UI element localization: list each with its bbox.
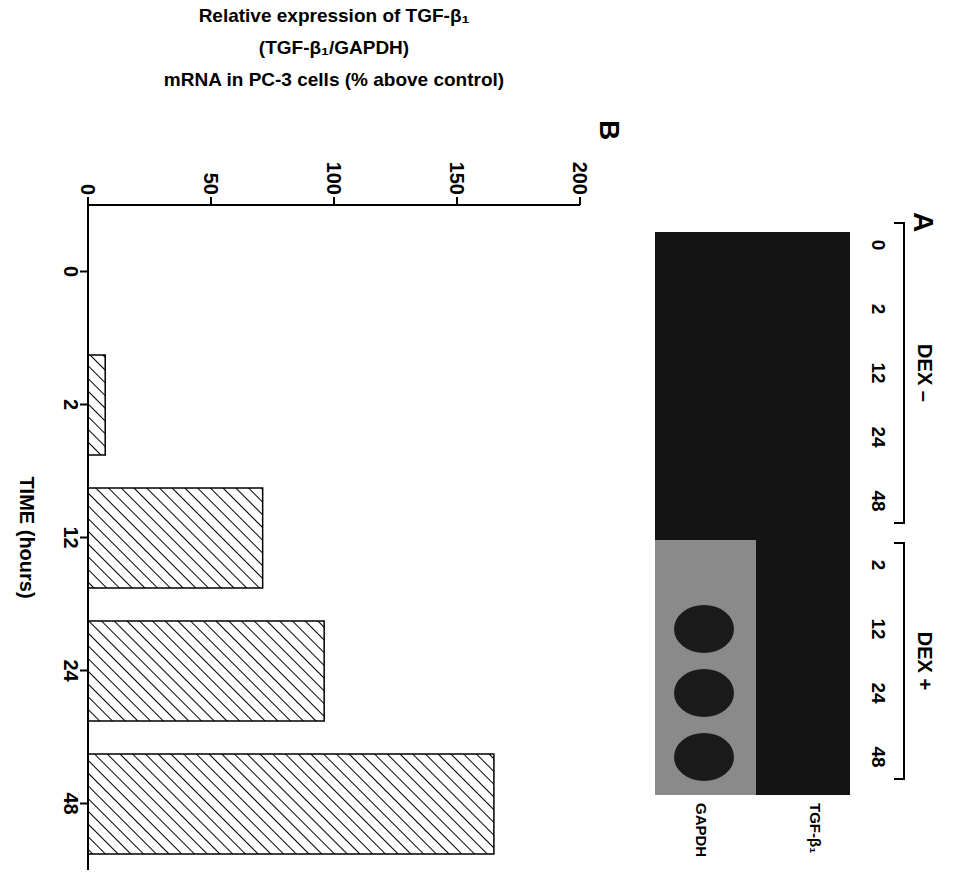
svg-text:2: 2 <box>868 304 889 315</box>
svg-text:0: 0 <box>60 266 82 277</box>
svg-text:100: 100 <box>323 162 345 195</box>
svg-text:12: 12 <box>868 618 889 639</box>
svg-text:2: 2 <box>60 399 82 410</box>
svg-text:48: 48 <box>868 746 889 767</box>
svg-text:DEX +: DEX + <box>914 632 936 690</box>
svg-text:200: 200 <box>569 162 591 195</box>
svg-text:Relative expression of TGF-β₁: Relative expression of TGF-β₁ <box>199 5 470 26</box>
svg-text:50: 50 <box>200 173 222 195</box>
svg-text:2: 2 <box>868 560 889 571</box>
svg-text:B: B <box>594 120 625 140</box>
svg-text:TGF-β₁: TGF-β₁ <box>807 803 824 853</box>
svg-text:TIME (hours): TIME (hours) <box>16 476 38 598</box>
svg-text:12: 12 <box>868 362 889 383</box>
svg-text:(TGF-β₁/GAPDH): (TGF-β₁/GAPDH) <box>259 37 409 58</box>
svg-text:DEX –: DEX – <box>914 344 936 402</box>
svg-text:48: 48 <box>868 490 889 511</box>
svg-text:0: 0 <box>868 240 889 251</box>
svg-text:150: 150 <box>446 162 468 195</box>
svg-text:0: 0 <box>77 184 99 195</box>
svg-text:mRNA in PC-3 cells (% above co: mRNA in PC-3 cells (% above control) <box>164 69 504 90</box>
svg-text:24: 24 <box>868 682 889 704</box>
svg-text:GAPDH: GAPDH <box>693 803 710 857</box>
svg-text:A: A <box>908 212 939 232</box>
svg-text:24: 24 <box>868 426 889 448</box>
svg-text:24: 24 <box>60 659 82 682</box>
svg-text:48: 48 <box>60 792 82 814</box>
svg-text:12: 12 <box>60 526 82 548</box>
